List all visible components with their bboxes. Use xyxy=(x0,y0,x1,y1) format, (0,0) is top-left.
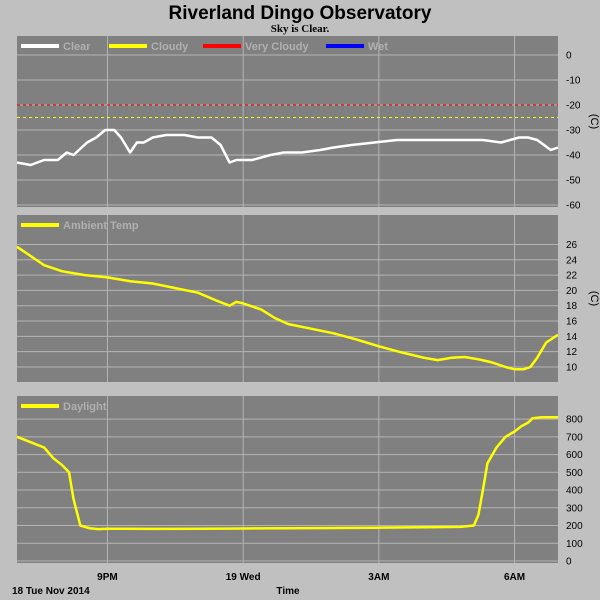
ambient-y-tick-label: 14 xyxy=(566,332,578,343)
ambient-panel: 26 24 22 20 18 16 14 12 10 (C) Ambient Temp xyxy=(16,215,600,382)
sky-temp-y-tick-label: 0 xyxy=(566,51,572,62)
sky-status: Sky is Clear. xyxy=(271,23,330,35)
daylight-panel: 800 700 600 500 400 300 200 100 0 Daylight xyxy=(16,396,583,568)
daylight-y-tick-label: 800 xyxy=(566,415,583,426)
sky-temp-legend-label: Wet xyxy=(368,41,388,53)
sky-temp-unit-label: (C) xyxy=(588,114,600,129)
ambient-y-tick-label: 10 xyxy=(566,362,578,373)
ambient-y-tick-label: 18 xyxy=(566,301,578,312)
sky-temp-legend-label: Very Cloudy xyxy=(245,41,309,53)
sky-temp-legend-swatch xyxy=(21,44,59,48)
ambient-series-line xyxy=(16,245,559,371)
daylight-y-tick-label: 500 xyxy=(566,468,583,479)
sky-temp-legend-label: Cloudy xyxy=(151,41,189,53)
ambient-y-tick-label: 16 xyxy=(566,317,578,328)
sky-temp-y-tick-label: -30 xyxy=(566,126,581,137)
ambient-unit-label: (C) xyxy=(588,291,600,306)
chart-panels: 0 -10 -20 -30 -40 -50 -60 (C) Clear Cloudy Very Cl… xyxy=(16,36,600,568)
sky-temp-y-tick-label: -40 xyxy=(566,151,581,162)
ambient-y-tick-label: 12 xyxy=(566,347,578,358)
time-axis: 18 Tue Nov 2014 Time 9PM 19 Wed 3AM 6AM xyxy=(12,572,525,597)
daylight-y-tick-label: 100 xyxy=(566,539,583,550)
sky-temp-y-tick-label: -10 xyxy=(566,76,581,87)
x-tick-label: 19 Wed xyxy=(226,572,261,583)
sky-temp-y-tick-label: -60 xyxy=(566,201,581,212)
ambient-legend-swatch xyxy=(21,223,59,227)
sky-temp-y-tick-label: -50 xyxy=(566,176,581,187)
daylight-y-tick-label: 400 xyxy=(566,486,583,497)
x-axis-label: Time xyxy=(276,586,300,597)
daylight-y-tick-label: 0 xyxy=(566,557,572,568)
daylight-legend-swatch xyxy=(21,404,59,408)
daylight-y-tick-label: 700 xyxy=(566,432,583,443)
daylight-y-tick-label: 600 xyxy=(566,450,583,461)
ambient-y-tick-label: 22 xyxy=(566,271,578,282)
daylight-y-tick-label: 200 xyxy=(566,521,583,532)
ambient-plot-area xyxy=(17,215,558,382)
x-tick-label: 6AM xyxy=(504,572,525,583)
ambient-y-tick-label: 24 xyxy=(566,255,578,266)
sky-temp-legend-label: Clear xyxy=(63,41,91,53)
sky-temp-plot-area xyxy=(17,36,558,207)
sky-temp-y-tick-label: -20 xyxy=(566,101,581,112)
daylight-plot-area xyxy=(17,396,558,563)
ambient-y-tick-label: 26 xyxy=(566,240,578,251)
sky-temp-legend-swatch xyxy=(203,44,241,48)
x-tick-label: 9PM xyxy=(97,572,118,583)
ambient-legend-label: Ambient Temp xyxy=(63,220,139,232)
date-label: 18 Tue Nov 2014 xyxy=(12,586,90,597)
ambient-y-tick-label: 20 xyxy=(566,286,578,297)
x-tick-label: 3AM xyxy=(368,572,389,583)
sky-temp-panel: 0 -10 -20 -30 -40 -50 -60 (C) Clear Cloudy Very Cl… xyxy=(16,36,600,212)
daylight-series-line xyxy=(16,416,558,531)
sky-temp-series-line xyxy=(16,128,559,167)
daylight-legend-label: Daylight xyxy=(63,401,107,413)
sky-temp-legend-swatch xyxy=(326,44,364,48)
sky-temp-legend-swatch xyxy=(109,44,147,48)
daylight-y-tick-label: 300 xyxy=(566,503,583,514)
page-title: Riverland Dingo Observatory xyxy=(169,3,432,24)
